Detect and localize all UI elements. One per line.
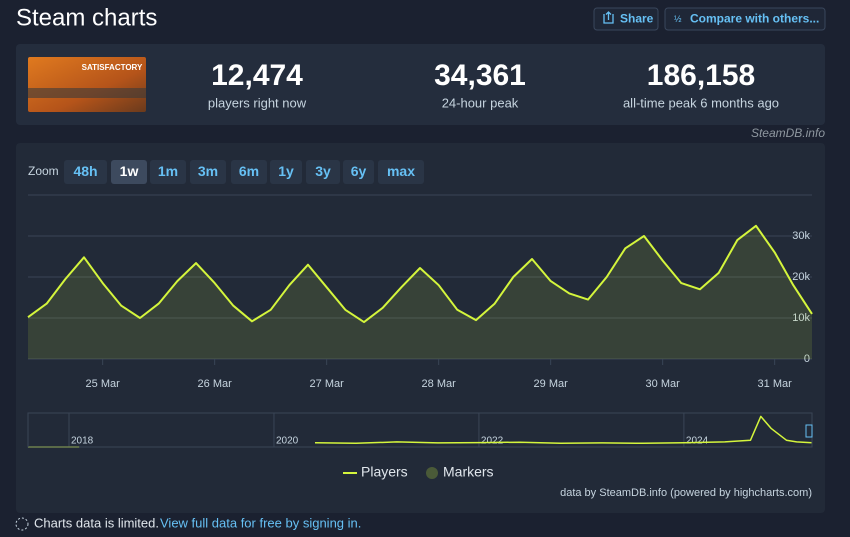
- navigator-tick-label: 2022: [481, 436, 504, 447]
- x-tick-label: 26 Mar: [198, 378, 233, 390]
- zoom-button[interactable]: [343, 160, 374, 184]
- navigator-handle[interactable]: [805, 424, 813, 438]
- page-title: Steam charts: [16, 4, 157, 31]
- stat-value: 186,158: [647, 59, 755, 92]
- x-tick-label: 30 Mar: [646, 378, 681, 390]
- game-image-band: [28, 88, 146, 98]
- legend-marker: [426, 467, 438, 479]
- zoom-label: Zoom: [28, 164, 59, 178]
- zoom-button[interactable]: [306, 160, 340, 184]
- stat-value: 12,474: [211, 59, 303, 92]
- zoom-button[interactable]: [111, 160, 147, 184]
- x-tick-label: 29 Mar: [534, 378, 569, 390]
- zoom-button-label[interactable]: max: [387, 163, 415, 179]
- zoom-button[interactable]: [150, 160, 186, 184]
- zoom-button-label[interactable]: 6y: [351, 163, 367, 179]
- x-tick-label: 31 Mar: [758, 378, 793, 390]
- line: [27, 224, 813, 324]
- navigator-tick-label: 2024: [686, 436, 709, 447]
- stats: 12,474 players right now 34,361 24-hour pea…: [208, 59, 779, 111]
- y-tick-label: 20k: [792, 271, 810, 283]
- notice-icon: [15, 517, 29, 531]
- zoom-button-label[interactable]: 48h: [73, 163, 97, 179]
- zoom-button[interactable]: [64, 160, 107, 184]
- x-tick-label: 27 Mar: [310, 378, 345, 390]
- stat-label: players right now: [208, 95, 307, 110]
- zoom-button-label[interactable]: 6m: [239, 163, 259, 179]
- navigator-tick-label: 2018: [71, 436, 94, 447]
- navigator-tick-label: 2020: [276, 436, 299, 447]
- game-image: [28, 57, 146, 112]
- zoom-button[interactable]: [270, 160, 302, 184]
- zoom-button[interactable]: [378, 160, 424, 184]
- compare-icon: ½: [674, 14, 682, 24]
- credit: SteamDB.info: [751, 126, 825, 140]
- legend-label[interactable]: Players: [361, 464, 408, 480]
- notice-text: Charts data is limited.: [34, 515, 159, 530]
- zoom-button[interactable]: [231, 160, 267, 184]
- share-icon: [603, 11, 614, 24]
- y-tick-label: 30k: [792, 230, 810, 242]
- y-tick-label: 0: [804, 353, 810, 365]
- stat-label: 24-hour peak: [442, 95, 519, 110]
- stats-panel: [16, 44, 825, 125]
- compare-button[interactable]: [664, 7, 826, 31]
- game-logo: SATISFACTORY: [82, 63, 143, 72]
- legend-label[interactable]: Markers: [443, 464, 494, 480]
- stat-label: all-time peak 6 months ago: [623, 95, 779, 110]
- zoom-button[interactable]: [190, 160, 226, 184]
- share-label: Share: [620, 12, 654, 26]
- notice-link[interactable]: View full data for free by signing in.: [160, 515, 361, 530]
- zoom-button-label[interactable]: 1m: [158, 163, 178, 179]
- zoom-button-label[interactable]: 3y: [315, 163, 331, 179]
- x-tick-label: 25 Mar: [86, 378, 121, 390]
- compare-label: Compare with others...: [690, 12, 819, 26]
- x-tick-label: 28 Mar: [422, 378, 457, 390]
- footer-credit: data by SteamDB.info (powered by highcha…: [560, 487, 812, 499]
- zoom-button-label[interactable]: 3m: [198, 163, 218, 179]
- stat-value: 34,361: [434, 59, 526, 92]
- y-tick-label: 10k: [792, 312, 810, 324]
- zoom-button-label[interactable]: 1y: [278, 163, 294, 179]
- zoom-button-label[interactable]: 1w: [120, 163, 139, 179]
- area: [28, 225, 812, 359]
